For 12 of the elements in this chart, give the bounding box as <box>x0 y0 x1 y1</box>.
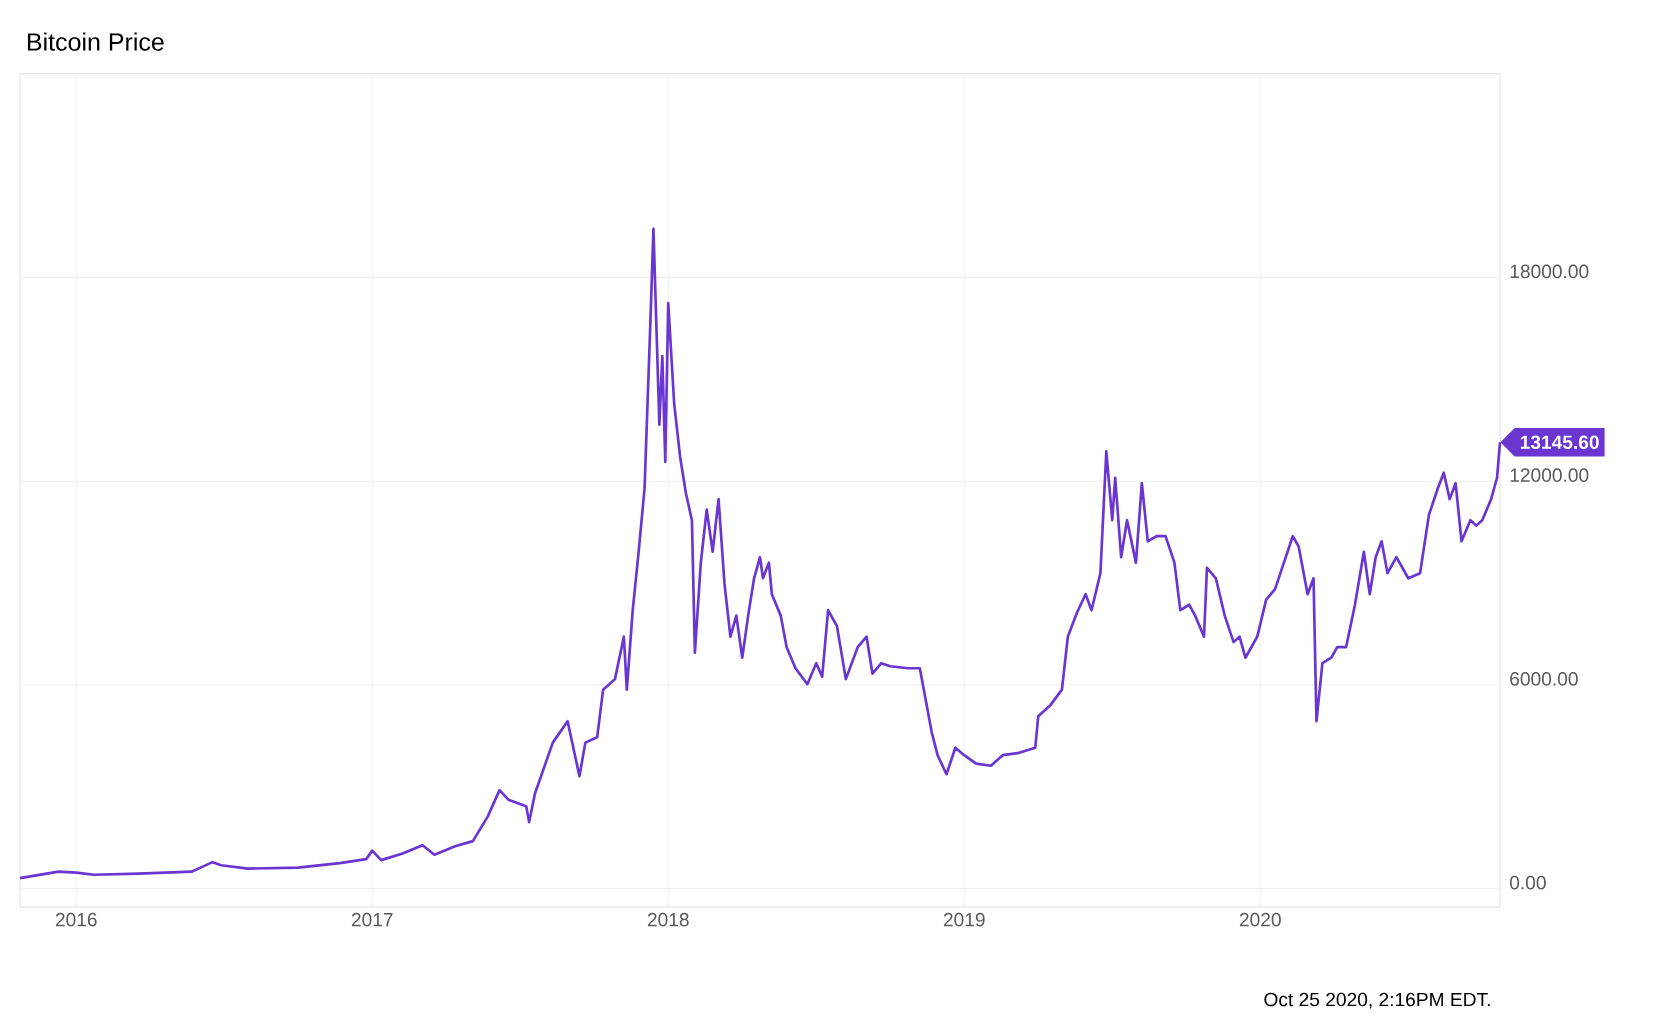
x-tick-label: 2017 <box>351 912 393 927</box>
y-tick-label: 18000.00 <box>1510 264 1589 279</box>
annotation: 13145.60 <box>1520 435 1599 450</box>
x-tick-label: 2018 <box>647 912 689 927</box>
y-tick-label: 6000.00 <box>1510 672 1578 686</box>
y-tick-label: 12000.00 <box>1510 468 1589 482</box>
chart-title: Bitcoin Price <box>27 32 164 51</box>
x-tick-label: 2019 <box>943 912 985 927</box>
x-tick-label: 2016 <box>55 912 97 927</box>
x-tick-label: 2020 <box>1239 912 1281 927</box>
y-tick-label: 0.00 <box>1509 875 1546 890</box>
text: Oct 25 2020, 2:16PM EDT. <box>1264 992 1490 1009</box>
